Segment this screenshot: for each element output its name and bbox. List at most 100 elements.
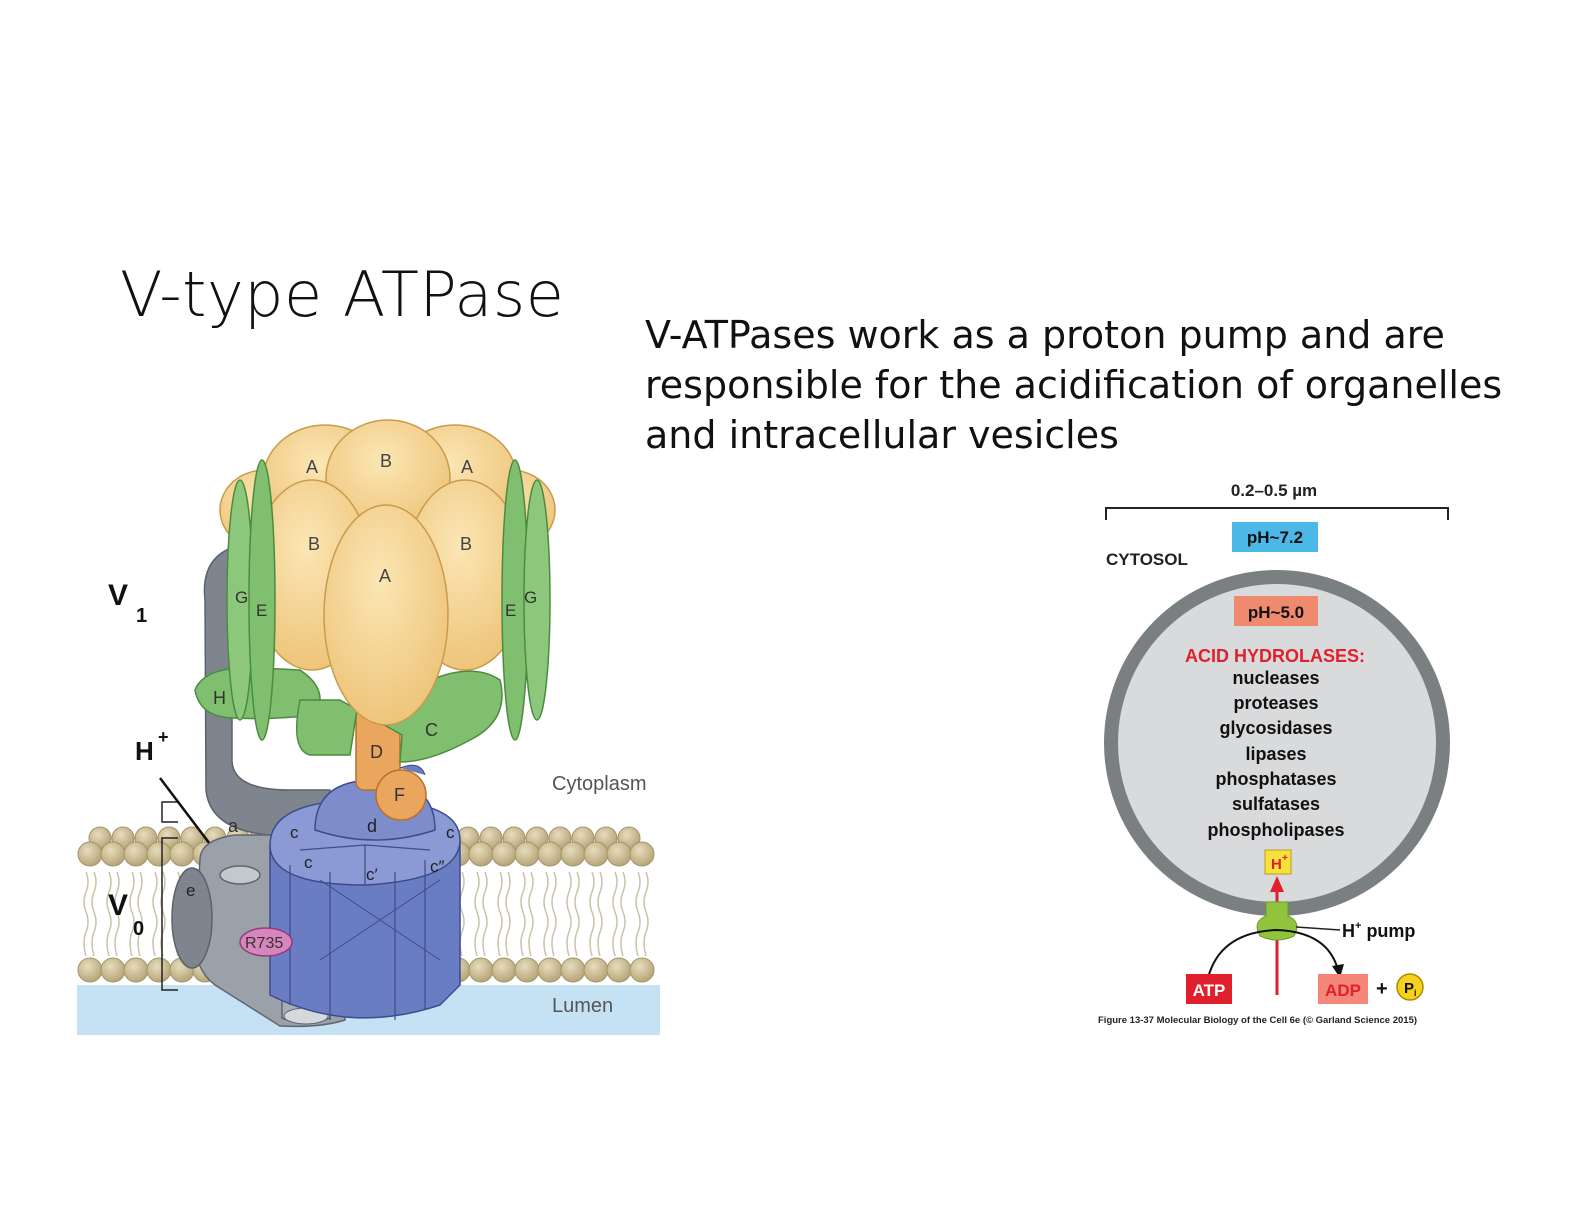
lipid-tail	[505, 871, 511, 957]
svg-text:c: c	[304, 853, 313, 872]
lipid-head	[537, 841, 563, 867]
lipid-tail	[83, 871, 89, 957]
lipid-head	[629, 841, 655, 867]
acid-hydrolases-title: ACID HYDROLASES:	[1185, 646, 1365, 666]
svg-text:A: A	[461, 457, 473, 477]
lysosome-figure: 0.2–0.5 µm pH~7.2 CYTOSOL pH~5.0 ACID HY…	[1098, 481, 1450, 1026]
svg-text:F: F	[394, 785, 405, 805]
svg-text:B: B	[460, 534, 472, 554]
lipid-head	[146, 841, 172, 867]
a3b3-hexamer	[219, 419, 556, 726]
lipid-tail	[482, 871, 488, 957]
lipid-tail	[528, 871, 534, 957]
lipid-head	[169, 841, 195, 867]
lipid-head	[123, 957, 149, 983]
lipid-head	[100, 957, 126, 983]
svg-text:ADP: ADP	[1325, 981, 1361, 1000]
lipid-tail	[551, 871, 557, 957]
h-plus-inside-box	[1264, 849, 1292, 875]
peripheral-stalk-left	[226, 459, 276, 741]
svg-text:D: D	[370, 742, 383, 762]
svg-text:A: A	[306, 457, 318, 477]
svg-text:P: P	[1404, 980, 1414, 997]
lipid-head	[537, 957, 563, 983]
lipid-tail	[474, 871, 480, 957]
proton-label: H +	[135, 727, 169, 766]
svg-text:H: H	[135, 736, 154, 766]
lipid-tail	[91, 871, 97, 957]
lipid-head	[491, 841, 517, 867]
svg-text:+: +	[158, 727, 169, 747]
lipid-tail	[589, 871, 595, 957]
hydrolase-list: nucleases proteases glycosidases lipases…	[1207, 668, 1344, 840]
svg-text:pH~5.0: pH~5.0	[1248, 603, 1304, 622]
svg-text:E: E	[505, 601, 516, 620]
lumen-label: Lumen	[552, 995, 613, 1017]
lipid-head	[514, 841, 540, 867]
lipid-tail	[106, 871, 112, 957]
hydrolase-item: phosphatases	[1215, 769, 1336, 789]
lipid-tail	[620, 871, 626, 957]
atp-badge	[1186, 974, 1232, 1004]
lipid-head	[606, 841, 632, 867]
svg-text:E: E	[256, 601, 267, 620]
svg-text:C: C	[425, 720, 438, 740]
v0-label: V 0	[108, 889, 144, 940]
lipid-head	[583, 957, 609, 983]
lipid-head	[629, 957, 655, 983]
svg-text:A: A	[379, 566, 391, 586]
pump-label: H+ pump	[1342, 920, 1415, 941]
svg-text:V: V	[108, 889, 128, 922]
svg-text:d: d	[367, 816, 377, 836]
lipid-tail	[597, 871, 603, 957]
ph-outside-badge	[1232, 522, 1318, 552]
size-bracket	[1105, 507, 1449, 520]
v-atpase-structure-figure: V 1 V 0 H + a e d c c c c′ c″ R735	[77, 419, 660, 1035]
svg-text:c: c	[446, 823, 455, 842]
lipid-head	[468, 841, 494, 867]
hydrolase-item: sulfatases	[1232, 794, 1320, 814]
body-line-3: and intracellular vesicles	[645, 413, 1119, 457]
ph-inside-badge	[1234, 596, 1318, 626]
lipid-head	[468, 957, 494, 983]
lipid-tail	[497, 871, 503, 957]
lipid-tail	[574, 871, 580, 957]
hydrolase-item: nucleases	[1232, 668, 1319, 688]
svg-text:G: G	[524, 588, 537, 607]
lipid-head	[146, 957, 172, 983]
hydrolase-item: proteases	[1233, 693, 1318, 713]
svg-text:R735: R735	[245, 935, 283, 952]
svg-text:+: +	[1282, 853, 1288, 864]
cytosol-label: CYTOSOL	[1106, 550, 1188, 569]
svg-text:e: e	[186, 881, 195, 900]
body-line-2: responsible for the acidification of org…	[645, 363, 1503, 407]
lipid-head	[583, 841, 609, 867]
lipid-head	[491, 957, 517, 983]
svg-text:i: i	[1414, 988, 1417, 998]
svg-text:ATP: ATP	[1193, 981, 1226, 1000]
lipid-head	[77, 841, 103, 867]
svg-text:pH~7.2: pH~7.2	[1247, 528, 1303, 547]
svg-text:B: B	[380, 451, 392, 471]
lipid-head	[77, 957, 103, 983]
slide-body-text: V-ATPases work as a proton pump and are …	[645, 310, 1545, 460]
subunit-e	[171, 867, 213, 969]
svg-text:G: G	[235, 588, 248, 607]
lipid-tail	[129, 871, 135, 957]
lipid-tail	[566, 871, 572, 957]
plus-sign: +	[1376, 978, 1388, 1000]
lipid-tail	[635, 871, 641, 957]
lipid-head	[123, 841, 149, 867]
svg-text:H: H	[1271, 856, 1282, 873]
lipid-tail	[643, 871, 649, 957]
v1-label: V 1	[108, 579, 147, 627]
v1-bracket	[161, 801, 178, 823]
lipid-tail	[543, 871, 549, 957]
lipid-head	[100, 841, 126, 867]
cytoplasm-label: Cytoplasm	[552, 773, 646, 795]
lipid-tail	[520, 871, 526, 957]
lipid-tail	[152, 871, 158, 957]
svg-text:1: 1	[136, 605, 147, 627]
lipid-tail	[137, 871, 143, 957]
v0-bracket	[161, 837, 178, 991]
